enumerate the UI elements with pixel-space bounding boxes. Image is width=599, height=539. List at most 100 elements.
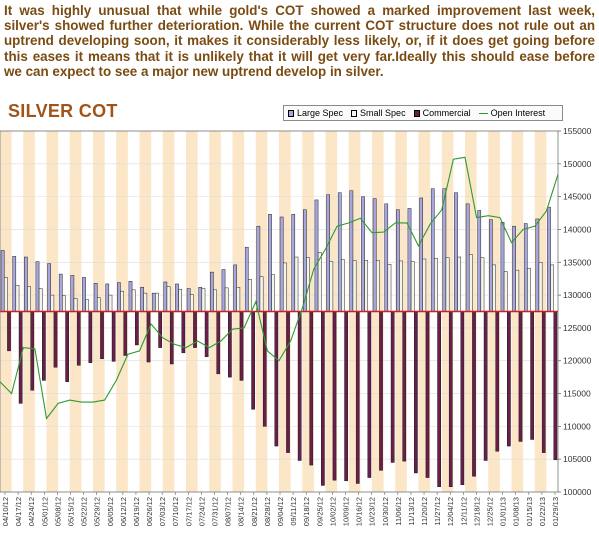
commercial-bar — [53, 311, 58, 368]
x-tick-label: 09/25/12 — [315, 497, 324, 526]
commercial-bar — [76, 311, 81, 366]
large-spec-bar — [314, 199, 319, 312]
legend-small-spec: Small Spec — [347, 108, 410, 118]
commercial-bar — [158, 311, 162, 348]
small-spec-bar — [422, 258, 427, 312]
large-spec-bar — [140, 286, 144, 312]
x-tick-label: 12/04/12 — [446, 497, 455, 526]
x-tick-label: 09/11/12 — [289, 497, 298, 526]
large-spec-bar — [407, 208, 412, 312]
commercial-bar — [100, 311, 104, 359]
large-spec-bar — [58, 273, 63, 312]
small-spec-bar — [375, 260, 380, 312]
commercial-bar — [332, 311, 337, 481]
commercial-bar — [30, 311, 35, 391]
x-tick-label: 07/24/12 — [197, 497, 206, 526]
y-tick-label: 130000 — [563, 290, 592, 300]
small-spec-bar — [201, 288, 206, 312]
small-spec-bar — [387, 264, 392, 312]
x-tick-label: 10/02/12 — [328, 497, 337, 526]
small-spec-bar — [85, 299, 90, 312]
y-tick-label: 140000 — [563, 224, 592, 234]
x-tick-label: 04/10/12 — [1, 497, 10, 526]
x-tick-label: 11/13/12 — [407, 497, 416, 526]
commercial-bar — [530, 311, 534, 440]
small-spec-bar — [120, 290, 124, 312]
small-spec-bar — [294, 256, 299, 312]
commercial-bar — [414, 311, 418, 474]
large-spec-bar — [419, 197, 423, 312]
large-spec-bar — [198, 286, 203, 312]
large-spec-bar — [105, 283, 110, 312]
large-spec-bar — [477, 210, 482, 312]
small-spec-bar — [248, 279, 252, 312]
commercial-bar — [460, 311, 465, 486]
y-tick-label: 120000 — [563, 356, 592, 366]
x-tick-label: 06/05/12 — [106, 497, 115, 526]
small-spec-bar — [213, 289, 217, 312]
small-spec-bar — [96, 297, 101, 312]
large-spec-bar — [12, 256, 17, 312]
commercial-bar — [251, 311, 255, 410]
small-spec-bar — [155, 292, 159, 312]
legend-open-interest-label: Open Interest — [490, 108, 546, 118]
small-spec-bar — [236, 286, 241, 312]
small-spec-bar — [143, 292, 148, 312]
commercial-bar — [123, 311, 128, 356]
large-spec-bar — [384, 203, 389, 312]
large-spec-bar — [454, 192, 458, 312]
commercial-bar — [355, 311, 360, 484]
x-tick-label: 12/18/12 — [472, 497, 481, 526]
x-tick-label: 10/09/12 — [341, 497, 350, 526]
small-spec-bar — [364, 260, 369, 312]
chart-legend: Large Spec Small Spec Commercial Open In… — [283, 105, 563, 121]
y-tick-label: 110000 — [563, 421, 591, 431]
small-spec-bar — [550, 264, 555, 312]
commercial-bar — [239, 311, 244, 381]
commercial-bar — [65, 311, 69, 382]
commercial-bar — [42, 311, 46, 381]
y-tick-label: 135000 — [563, 257, 592, 267]
legend-open-interest: Open Interest — [475, 108, 550, 118]
small-spec-bar — [515, 269, 520, 312]
commercial-bar — [321, 311, 325, 486]
large-spec-bar — [233, 264, 237, 312]
large-spec-bar — [151, 292, 156, 312]
x-tick-label: 10/23/12 — [368, 497, 377, 526]
small-spec-bar — [15, 285, 20, 312]
x-tick-label: 01/15/13 — [525, 497, 534, 526]
commercial-bar — [111, 311, 116, 362]
small-spec-bar — [329, 261, 334, 312]
large-spec-bar — [523, 223, 528, 312]
x-tick-label: 04/17/12 — [14, 497, 23, 526]
large-spec-bar — [244, 246, 249, 312]
large-spec-bar — [0, 250, 5, 312]
commercial-bar — [274, 311, 279, 447]
commercial-bar — [309, 311, 314, 466]
large-spec-bar — [82, 277, 86, 312]
small-spec-bar — [38, 288, 43, 312]
large-spec-bar — [489, 219, 493, 312]
small-spec-bar — [50, 294, 55, 312]
small-spec-bar — [166, 286, 171, 312]
commercial-bar — [169, 311, 174, 365]
small-spec-bar — [527, 267, 531, 312]
x-tick-label: 05/29/12 — [93, 497, 102, 526]
commentary-text: It was highly unusual that while gold's … — [4, 3, 595, 79]
x-tick-label: 04/24/12 — [27, 497, 36, 526]
x-tick-label: 01/22/13 — [538, 497, 547, 526]
large-spec-bar — [221, 269, 226, 312]
legend-open-interest-swatch — [478, 112, 488, 114]
small-spec-bar — [538, 262, 543, 312]
large-spec-bar — [326, 194, 330, 312]
commercial-bar — [7, 311, 11, 352]
x-tick-label: 07/17/12 — [184, 497, 193, 526]
small-spec-bar — [457, 256, 462, 312]
commercial-bar — [146, 311, 151, 363]
legend-large-spec-swatch — [288, 109, 294, 117]
y-tick-label: 145000 — [563, 192, 592, 202]
commercial-bar — [262, 311, 267, 427]
large-spec-bar — [337, 192, 342, 312]
large-spec-bar — [70, 275, 75, 312]
